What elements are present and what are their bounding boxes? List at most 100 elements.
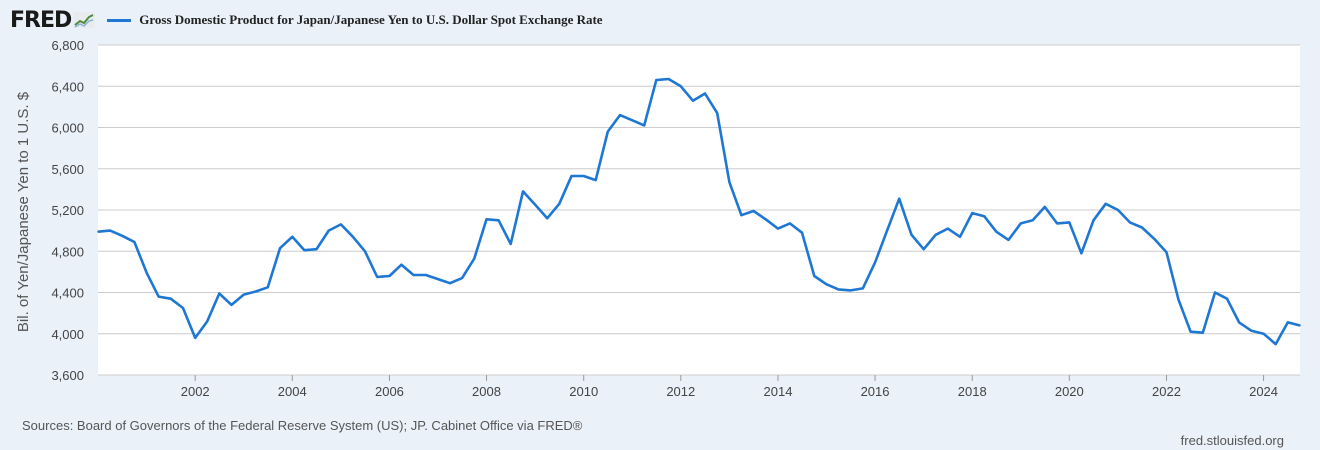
data-point[interactable] (352, 236, 354, 238)
data-point[interactable] (825, 283, 828, 286)
data-point[interactable] (740, 214, 743, 216)
data-point[interactable] (1250, 329, 1253, 332)
data-point[interactable] (728, 181, 731, 183)
data-point[interactable] (303, 249, 306, 251)
data-point[interactable] (109, 229, 111, 232)
data-point[interactable] (1226, 297, 1228, 300)
data-point[interactable] (1189, 330, 1192, 333)
data-point[interactable] (1020, 222, 1022, 225)
data-point[interactable] (145, 272, 148, 274)
data-point[interactable] (1080, 252, 1083, 255)
data-point[interactable] (910, 234, 913, 236)
data-point[interactable] (473, 257, 476, 260)
data-point[interactable] (1031, 219, 1034, 222)
data-point[interactable] (461, 277, 463, 279)
series-line[interactable] (97, 77, 1301, 346)
data-point[interactable] (898, 197, 900, 200)
data-point[interactable] (594, 179, 597, 181)
data-point[interactable] (607, 130, 609, 133)
data-point[interactable] (643, 124, 645, 127)
data-point[interactable] (1117, 209, 1119, 211)
data-point[interactable] (582, 175, 585, 177)
data-point[interactable] (655, 79, 658, 81)
data-point[interactable] (437, 278, 439, 280)
data-point[interactable] (267, 286, 269, 289)
data-point[interactable] (1104, 203, 1107, 205)
data-point[interactable] (680, 85, 682, 88)
data-point[interactable] (837, 288, 840, 291)
data-point[interactable] (667, 78, 670, 80)
data-point[interactable] (485, 218, 488, 221)
data-point[interactable] (692, 99, 694, 102)
data-point[interactable] (412, 274, 415, 276)
data-point[interactable] (874, 261, 876, 264)
data-point[interactable] (291, 236, 294, 238)
data-point[interactable] (157, 295, 160, 298)
data-point[interactable] (716, 112, 718, 114)
data-point[interactable] (497, 219, 500, 222)
data-point[interactable] (230, 304, 233, 306)
data-point[interactable] (947, 227, 949, 230)
data-point[interactable] (886, 229, 888, 232)
data-point[interactable] (570, 175, 573, 177)
data-point[interactable] (631, 119, 634, 122)
data-point[interactable] (1044, 206, 1046, 208)
data-point[interactable] (388, 275, 391, 277)
data-point[interactable] (182, 307, 184, 309)
data-point[interactable] (194, 337, 196, 339)
data-point[interactable] (1299, 324, 1301, 327)
data-point[interactable] (1274, 343, 1277, 345)
data-point[interactable] (169, 297, 172, 300)
data-point[interactable] (1092, 219, 1095, 222)
data-point[interactable] (1141, 226, 1143, 229)
data-point[interactable] (983, 215, 985, 217)
data-point[interactable] (1214, 291, 1216, 294)
data-point[interactable] (376, 276, 379, 278)
data-point[interactable] (449, 282, 451, 285)
data-point[interactable] (1238, 321, 1240, 324)
data-point[interactable] (1056, 222, 1058, 225)
data-point[interactable] (400, 263, 403, 266)
data-point[interactable] (206, 320, 208, 323)
data-point[interactable] (849, 289, 852, 292)
data-point[interactable] (1177, 298, 1180, 301)
data-point[interactable] (995, 230, 998, 233)
data-point[interactable] (546, 217, 548, 220)
data-point[interactable] (254, 290, 257, 293)
data-point[interactable] (522, 190, 524, 193)
data-point[interactable] (813, 275, 816, 277)
data-point[interactable] (242, 293, 245, 296)
data-point[interactable] (97, 230, 99, 233)
data-point[interactable] (1165, 251, 1168, 254)
data-point[interactable] (704, 92, 706, 95)
data-point[interactable] (218, 292, 221, 295)
data-point[interactable] (315, 248, 318, 250)
data-point[interactable] (509, 243, 512, 245)
data-point[interactable] (862, 287, 864, 290)
data-point[interactable] (327, 229, 330, 232)
site-link[interactable]: fred.stlouisfed.org (1180, 433, 1284, 448)
data-point[interactable] (364, 250, 366, 253)
data-point[interactable] (534, 204, 536, 206)
data-point[interactable] (425, 274, 427, 276)
data-point[interactable] (619, 114, 621, 116)
data-point[interactable] (971, 212, 973, 214)
data-point[interactable] (789, 222, 791, 225)
data-point[interactable] (1202, 331, 1204, 334)
data-point[interactable] (1129, 221, 1131, 224)
data-point[interactable] (1007, 239, 1010, 241)
data-point[interactable] (1287, 321, 1289, 324)
data-point[interactable] (133, 241, 136, 243)
data-point[interactable] (959, 236, 961, 238)
data-point[interactable] (1153, 238, 1156, 240)
fred-logo[interactable]: FRED (10, 8, 96, 33)
data-point[interactable] (764, 218, 767, 221)
data-point[interactable] (279, 247, 281, 249)
data-point[interactable] (340, 223, 342, 226)
data-point[interactable] (801, 231, 803, 234)
data-point[interactable] (1262, 333, 1265, 335)
data-point[interactable] (121, 235, 123, 237)
data-point[interactable] (558, 203, 561, 205)
data-point[interactable] (777, 227, 779, 230)
data-point[interactable] (934, 234, 937, 236)
